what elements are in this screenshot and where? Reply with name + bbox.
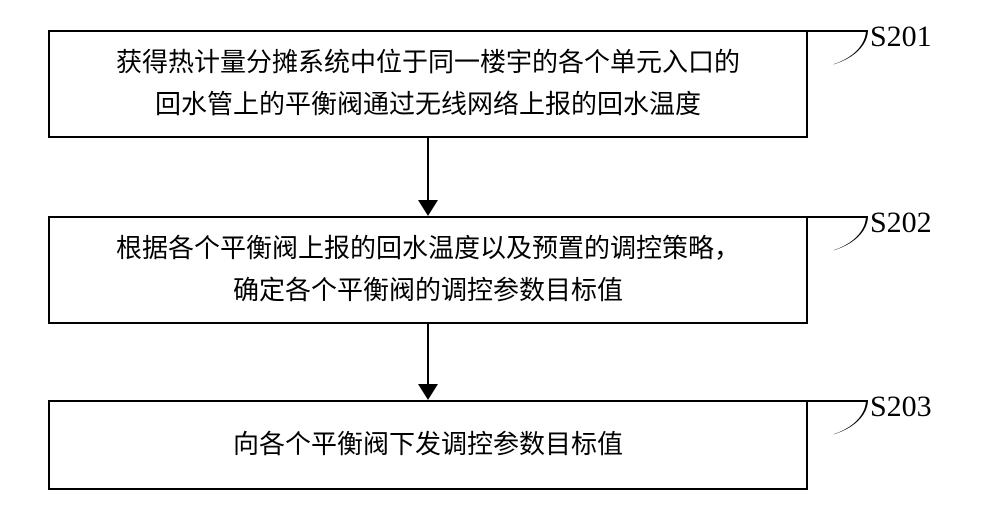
step-box-s202: 根据各个平衡阀上报的回水温度以及预置的调控策略， 确定各个平衡阀的调控参数目标值 bbox=[48, 216, 808, 324]
step-text-s202: 根据各个平衡阀上报的回水温度以及预置的调控策略， 确定各个平衡阀的调控参数目标值 bbox=[116, 228, 740, 311]
step-text-s201: 获得热计量分摊系统中位于同一楼宇的各个单元入口的 回水管上的平衡阀通过无线网络上… bbox=[116, 42, 740, 125]
step-label-s202: S202 bbox=[870, 206, 932, 240]
arrow-head-s202-s203 bbox=[418, 384, 438, 400]
callout-s201 bbox=[808, 30, 868, 68]
flowchart-canvas: 获得热计量分摊系统中位于同一楼宇的各个单元入口的 回水管上的平衡阀通过无线网络上… bbox=[0, 0, 1000, 528]
step-text-s203: 向各个平衡阀下发调控参数目标值 bbox=[233, 424, 623, 466]
callout-s202 bbox=[808, 216, 868, 254]
step-label-s201: S201 bbox=[870, 20, 932, 54]
step-box-s201: 获得热计量分摊系统中位于同一楼宇的各个单元入口的 回水管上的平衡阀通过无线网络上… bbox=[48, 30, 808, 138]
arrow-s202-s203 bbox=[427, 324, 429, 384]
arrow-head-s201-s202 bbox=[418, 200, 438, 216]
callout-s203 bbox=[808, 400, 868, 438]
step-box-s203: 向各个平衡阀下发调控参数目标值 bbox=[48, 400, 808, 490]
step-label-s203: S203 bbox=[870, 390, 932, 424]
arrow-s201-s202 bbox=[427, 138, 429, 200]
